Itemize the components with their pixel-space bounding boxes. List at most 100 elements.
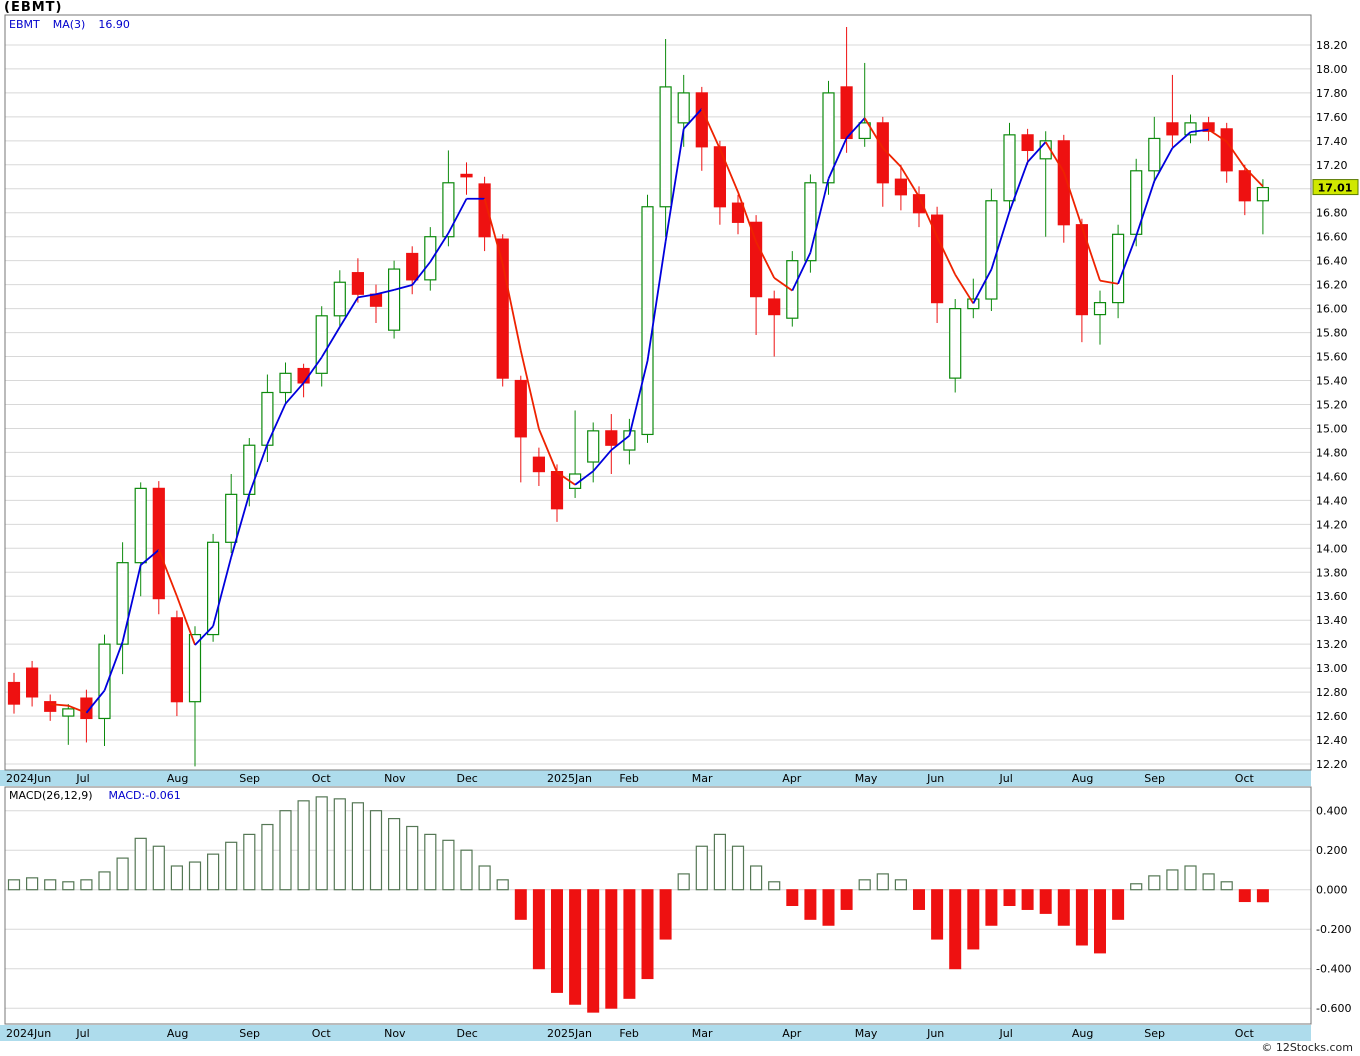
macd-bar-negative bbox=[587, 889, 600, 1013]
macd-axis-label: -0.200 bbox=[1316, 923, 1351, 936]
macd-axis-label: -0.400 bbox=[1316, 963, 1351, 976]
macd-bar-positive bbox=[1220, 881, 1233, 891]
macd-bar-negative bbox=[840, 889, 853, 910]
candle-body bbox=[1202, 122, 1215, 132]
macd-bar-negative bbox=[514, 889, 527, 920]
macd-bar-positive bbox=[225, 841, 238, 891]
ma-segment bbox=[1117, 235, 1138, 285]
ma-segment bbox=[393, 284, 413, 291]
macd-bar-positive bbox=[1184, 865, 1197, 891]
ma-segment bbox=[483, 198, 504, 265]
month-label: Aug bbox=[167, 1027, 188, 1040]
macd-bar-negative bbox=[967, 889, 980, 950]
macd-bar-positive bbox=[478, 865, 491, 891]
ma-segment bbox=[1099, 279, 1119, 285]
ma-segment bbox=[1044, 141, 1065, 173]
macd-bar-positive bbox=[713, 833, 727, 891]
candle-body bbox=[532, 456, 546, 473]
candle-body bbox=[912, 194, 926, 214]
macd-bar-positive bbox=[894, 879, 908, 891]
month-label: Aug bbox=[1072, 772, 1093, 785]
ma-segment bbox=[50, 703, 69, 707]
ma-segment bbox=[592, 449, 612, 472]
candle-body bbox=[949, 308, 962, 379]
candle-body bbox=[749, 221, 763, 298]
price-axis-label: 16.60 bbox=[1316, 231, 1348, 244]
ma-segment bbox=[1062, 171, 1083, 228]
ma-segment bbox=[1026, 141, 1047, 163]
price-axis-label: 13.20 bbox=[1316, 638, 1348, 651]
macd-bar-positive bbox=[876, 873, 889, 891]
ma-segment bbox=[610, 434, 630, 451]
macd-bar-positive bbox=[207, 853, 220, 891]
price-axis-label: 12.40 bbox=[1316, 734, 1348, 747]
ma-segment bbox=[1244, 166, 1264, 187]
ma-segment bbox=[628, 360, 649, 436]
ma-segment bbox=[519, 350, 540, 430]
ma-segment bbox=[791, 252, 812, 292]
price-axis-label: 16.00 bbox=[1316, 303, 1348, 316]
footer-credit: © 12Stocks.com bbox=[1261, 1041, 1353, 1054]
candle-body bbox=[98, 643, 111, 720]
macd-bar-positive bbox=[315, 796, 328, 891]
month-label: Feb bbox=[619, 1027, 638, 1040]
ma-segment bbox=[1008, 161, 1029, 212]
price-axis-label: 14.60 bbox=[1316, 470, 1348, 483]
ma-segment bbox=[845, 117, 866, 139]
ma-segment bbox=[646, 241, 667, 362]
macd-bar-negative bbox=[623, 889, 636, 999]
price-axis-label: 18.20 bbox=[1316, 39, 1348, 52]
macd-bar-negative bbox=[1256, 889, 1269, 903]
last-price-badge bbox=[1312, 179, 1359, 196]
macd-bar-positive bbox=[1166, 869, 1179, 891]
month-label: Sep bbox=[1144, 1027, 1165, 1040]
macd-bar-positive bbox=[369, 810, 383, 891]
ma-segment bbox=[339, 296, 359, 328]
ma-segment bbox=[248, 443, 269, 495]
price-axis-label: 13.60 bbox=[1316, 590, 1348, 603]
price-axis-label: 14.20 bbox=[1316, 518, 1348, 531]
candle-body bbox=[804, 182, 817, 262]
ma-segment bbox=[827, 137, 848, 180]
macd-bar-positive bbox=[188, 861, 202, 891]
ma-segment bbox=[140, 549, 160, 566]
macd-label: MACD(26,12,9) bbox=[9, 789, 93, 802]
month-label: 2025Jan bbox=[547, 1027, 592, 1040]
macd-bar-positive bbox=[1148, 875, 1161, 891]
month-label: Oct bbox=[312, 1027, 332, 1040]
macd-panel-bg bbox=[5, 787, 1311, 1024]
ma-segment bbox=[737, 191, 757, 243]
candle-body bbox=[424, 236, 437, 281]
macd-bar-positive bbox=[243, 833, 256, 891]
price-axis-label: 17.60 bbox=[1316, 111, 1348, 124]
price-axis-label: 12.60 bbox=[1316, 710, 1348, 723]
candle-body bbox=[1093, 302, 1107, 316]
month-label: Sep bbox=[1144, 772, 1165, 785]
candle-body bbox=[406, 252, 419, 281]
candle-body bbox=[207, 541, 220, 636]
month-label: Oct bbox=[312, 772, 332, 785]
candle-body bbox=[297, 367, 310, 384]
macd-bar-positive bbox=[152, 845, 165, 891]
candle-body bbox=[333, 281, 346, 317]
candle-body bbox=[858, 122, 871, 140]
candle-body bbox=[1256, 186, 1270, 202]
macd-bar-positive bbox=[44, 879, 57, 891]
ma-segment bbox=[212, 556, 233, 627]
candle-body bbox=[605, 430, 618, 446]
ma-segment bbox=[230, 493, 251, 558]
macd-bar-negative bbox=[1021, 889, 1034, 910]
price-axis-label: 16.20 bbox=[1316, 279, 1348, 292]
macd-bar-negative bbox=[551, 889, 563, 993]
macd-panel-border bbox=[4, 786, 1312, 1025]
ma-segment bbox=[411, 261, 432, 286]
ma-segment bbox=[1171, 131, 1192, 149]
ma-segment bbox=[85, 689, 106, 714]
candle-body bbox=[822, 92, 835, 184]
ma-segment bbox=[990, 211, 1011, 270]
ma-segment bbox=[773, 277, 793, 292]
ma-segment bbox=[538, 428, 558, 473]
month-label: Nov bbox=[384, 1027, 406, 1040]
month-label: Jun bbox=[926, 1027, 944, 1040]
ma-segment bbox=[882, 147, 902, 168]
